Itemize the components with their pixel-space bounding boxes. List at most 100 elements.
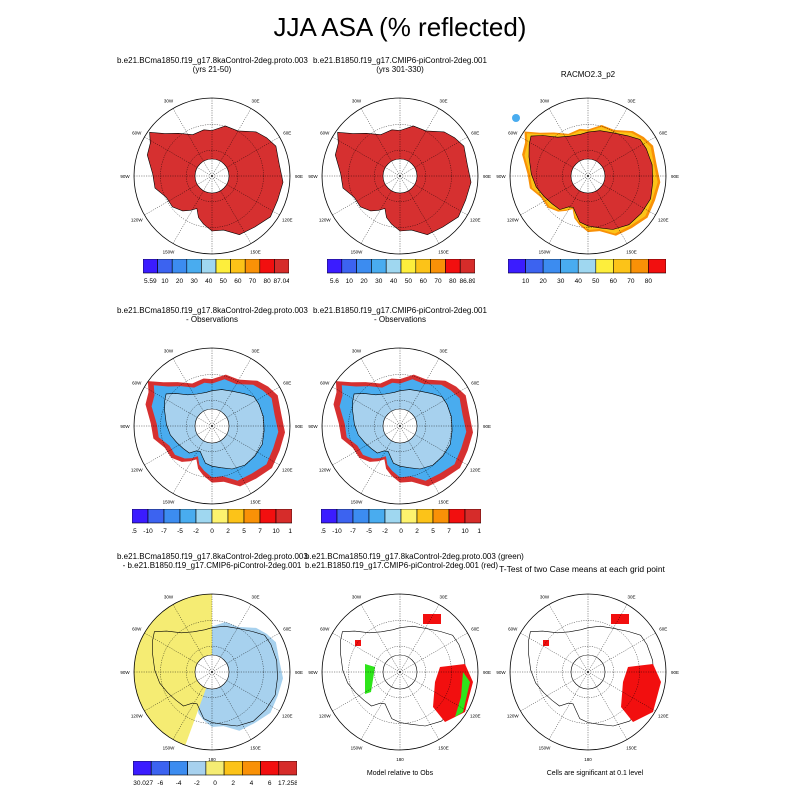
longitude-label: 120E: [282, 218, 293, 223]
colorbar-box: [336, 509, 354, 524]
longitude-label: 150E: [438, 745, 449, 750]
longitude-label: 90W: [308, 174, 318, 179]
colorbar-box: [260, 761, 280, 776]
meridian: [520, 175, 589, 216]
colorbar-tick-label: -30.027: [133, 780, 154, 787]
meridian: [211, 175, 252, 244]
colorbar-box: [132, 509, 149, 524]
colorbar-tick-label: 4: [250, 780, 254, 787]
meridian: [360, 358, 401, 427]
colorbar-box: [171, 259, 188, 274]
longitude-label: 60W: [508, 627, 518, 632]
colorbar-box: [630, 259, 649, 274]
colorbar-tick-label: 6: [268, 780, 272, 787]
colorbar-pi: 5.6 10 20 30 40 50 60 70 80 86.89: [327, 259, 475, 285]
meridian: [211, 108, 252, 177]
map-border: [133, 347, 291, 505]
meridian: [399, 136, 468, 177]
longitude-label: 30E: [627, 99, 635, 104]
colorbar-tick-label: 5.59: [144, 278, 157, 285]
colorbar-box: [163, 509, 181, 524]
longitude-label: 60W: [132, 131, 142, 136]
colorbar-tick-label: 0: [399, 528, 403, 535]
colorbar-box: [415, 259, 431, 274]
meridian: [587, 136, 656, 177]
panel-title: RACMO2.3_p2: [560, 70, 616, 79]
meridian: [144, 632, 213, 673]
colorbar-tick-label: 30: [375, 278, 383, 285]
meridian: [360, 108, 401, 177]
colorbar-tick-label: -10: [332, 528, 342, 535]
colorbar-box: [259, 509, 277, 524]
colorbar-box: [205, 761, 225, 776]
colorbar-box: [400, 509, 418, 524]
meridian: [211, 386, 280, 427]
colorbar-tick-label: 87.04: [274, 278, 289, 285]
longitude-label: 90E: [295, 424, 303, 429]
colorbar-tick-label: 70: [249, 278, 257, 285]
longitude-label: 90W: [496, 174, 506, 179]
meridian: [172, 425, 213, 494]
colorbar-box: [215, 259, 231, 274]
colorbar-tick-label: -7: [161, 528, 167, 535]
meridian: [548, 604, 589, 673]
colorbar-box: [352, 509, 370, 524]
meridian: [399, 425, 440, 494]
meridian: [332, 386, 401, 427]
colorbar-tick-label: 5: [242, 528, 246, 535]
colorbar-tick-label: 10: [522, 278, 530, 285]
panel-title: b.e21.BCma1850.f19_g17.8kaControl-2deg.p…: [117, 552, 308, 570]
longitude-label: 90W: [308, 424, 318, 429]
meridian: [211, 425, 252, 494]
longitude-label: 30E: [627, 595, 635, 600]
longitude-label: 90E: [671, 174, 679, 179]
colorbar-tick-label: 30: [190, 278, 198, 285]
meridian: [144, 136, 213, 177]
colorbar-box: [448, 509, 466, 524]
map-border: [133, 97, 291, 255]
meridian: [360, 175, 401, 244]
colorbar-tick-label: 10: [461, 528, 469, 535]
colorbar-box: [278, 761, 297, 776]
colorbar-box: [195, 509, 213, 524]
meridian: [587, 108, 628, 177]
longitude-label: 150E: [626, 249, 637, 254]
colorbar-tick-label: -2: [382, 528, 388, 535]
colorbar-tick-label: -7: [350, 528, 356, 535]
longitude-label: 120E: [658, 714, 669, 719]
colorbar-tick-label: 0: [210, 528, 214, 535]
longitude-label: 60W: [320, 381, 330, 386]
meridian: [172, 358, 213, 427]
colorbar-tick-label: 80: [449, 278, 457, 285]
longitude-label: 150W: [163, 745, 176, 750]
longitude-label: 30W: [164, 595, 174, 600]
colorbar-diff-8ka: -15 -10 -7 -5 -2 0 2 5 7 10 15: [132, 509, 292, 535]
page-title: JJA ASA (% reflected): [273, 12, 527, 42]
colorbar-box: [430, 259, 446, 274]
colorbar-diff-models: -30.027 -6 -4 -2 0 2 4 6 17.258: [133, 761, 297, 787]
significant-cells-northeast: [423, 614, 441, 624]
latitude-circle: [374, 150, 426, 202]
meridian: [399, 604, 440, 673]
colorbar-tick-label: -15: [132, 528, 137, 535]
colorbar-tick-label: 40: [575, 278, 583, 285]
colorbar-box: [648, 259, 666, 274]
colorbar-tick-label: 30: [557, 278, 565, 285]
colorbar-box: [577, 259, 597, 274]
meridian: [211, 136, 280, 177]
panel-title: b.e21.BCma1850.f19_g17.8kaControl-2deg.p…: [117, 56, 308, 74]
colorbar-box: [321, 509, 338, 524]
longitude-label: 60W: [132, 627, 142, 632]
diff-mask-ring: [126, 586, 298, 758]
meridian: [211, 604, 252, 673]
colorbar-box: [432, 509, 450, 524]
meridian: [548, 175, 589, 244]
colorbar-box: [371, 259, 387, 274]
meridian: [399, 358, 440, 427]
map-border: [321, 593, 479, 751]
longitude-label: 30E: [439, 349, 447, 354]
longitude-label: 150E: [250, 499, 261, 504]
colorbar-tick-label: 80: [263, 278, 271, 285]
